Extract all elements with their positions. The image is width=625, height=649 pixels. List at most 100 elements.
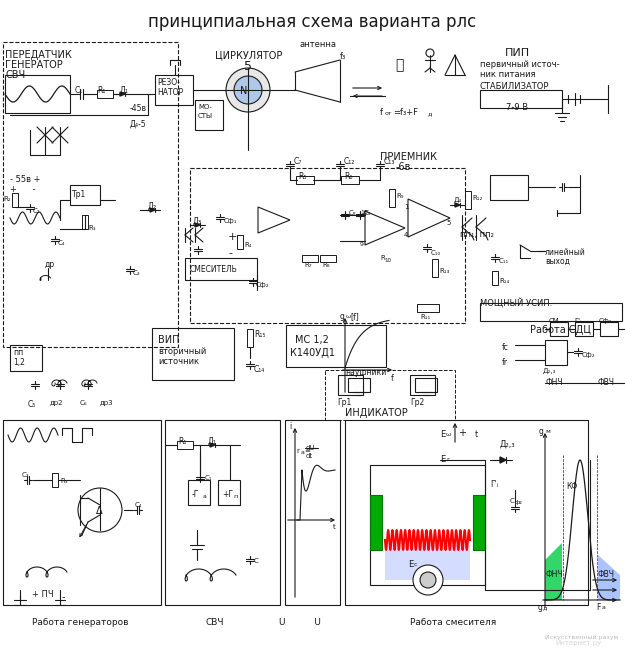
Text: f₃: f₃ — [340, 52, 346, 61]
Bar — [370, 465, 485, 585]
Text: Д₁: Д₁ — [208, 437, 217, 446]
Text: -6в: -6в — [396, 162, 411, 172]
Circle shape — [420, 572, 436, 588]
Text: ПРИЕМНИК: ПРИЕМНИК — [380, 152, 437, 162]
Bar — [286, 325, 386, 367]
Bar — [190, 168, 465, 323]
Bar — [247, 329, 253, 347]
Bar — [325, 370, 455, 420]
Bar — [12, 193, 18, 207]
Text: C₁₃: C₁₃ — [384, 157, 396, 166]
Text: ВИП: ВИП — [158, 335, 179, 345]
Text: МО-: МО- — [198, 104, 212, 110]
Text: C₅: C₅ — [28, 400, 36, 409]
Bar — [195, 100, 223, 130]
Polygon shape — [120, 92, 125, 96]
Bar — [185, 258, 257, 280]
Text: R₇: R₇ — [304, 262, 311, 268]
Text: с: с — [414, 562, 418, 567]
Text: ФВЧ: ФВЧ — [598, 378, 615, 387]
Text: =: = — [304, 448, 310, 454]
Text: +: + — [228, 232, 238, 242]
Text: R₈: R₈ — [322, 262, 329, 268]
Polygon shape — [150, 208, 155, 212]
Text: R₂: R₂ — [3, 196, 11, 202]
Bar — [165, 420, 280, 605]
Text: C₈: C₈ — [349, 210, 356, 216]
Text: Д₄: Д₄ — [454, 197, 462, 203]
Text: C₁₀: C₁₀ — [431, 250, 441, 256]
Text: Г'ᵢ: Г'ᵢ — [490, 480, 498, 489]
Polygon shape — [210, 443, 215, 447]
Bar — [70, 185, 100, 205]
Text: вторичный: вторичный — [158, 347, 206, 356]
Text: g: g — [539, 427, 544, 436]
Bar — [480, 303, 622, 321]
Text: Тр1: Тр1 — [72, 190, 86, 199]
Text: R₆: R₆ — [344, 172, 352, 181]
Text: dt: dt — [306, 453, 313, 459]
Text: U: U — [278, 618, 284, 627]
Bar — [5, 75, 70, 113]
Text: пп: пп — [13, 348, 23, 357]
Text: R₃: R₃ — [60, 478, 68, 484]
Bar — [415, 378, 437, 392]
Text: C₁₂: C₁₂ — [344, 157, 356, 166]
Bar — [97, 90, 113, 98]
Text: НАТОР: НАТОР — [157, 88, 183, 97]
Text: fr: fr — [502, 358, 508, 367]
Text: Д₂,₃: Д₂,₃ — [543, 368, 556, 374]
Text: [f]: [f] — [350, 312, 359, 321]
Text: E: E — [440, 455, 445, 464]
Text: t: t — [475, 430, 478, 439]
Text: g: g — [538, 603, 543, 612]
Bar — [188, 480, 210, 505]
Text: ИНДИКАТОР: ИНДИКАТОР — [345, 408, 408, 418]
Bar — [473, 495, 485, 550]
Text: + ПЧ: + ПЧ — [32, 590, 54, 599]
Text: C₁: C₁ — [75, 86, 83, 95]
Text: R₁₂: R₁₂ — [472, 195, 482, 201]
Text: C₉: C₉ — [364, 210, 371, 216]
Text: g: g — [340, 312, 345, 321]
Circle shape — [426, 49, 434, 57]
Polygon shape — [365, 211, 405, 245]
Text: 9: 9 — [360, 242, 364, 247]
Text: СВЧ: СВЧ — [5, 70, 25, 80]
Bar — [550, 322, 568, 336]
Circle shape — [226, 68, 270, 112]
Text: ф₂: ф₂ — [515, 500, 523, 505]
Text: 1: 1 — [404, 204, 409, 210]
Bar — [490, 175, 528, 200]
Bar — [600, 322, 618, 336]
Text: -: - — [62, 592, 66, 602]
Bar — [155, 75, 193, 105]
Bar — [345, 420, 588, 605]
Text: -Г: -Г — [192, 490, 199, 499]
Text: СВЧ: СВЧ — [205, 618, 224, 627]
Text: E: E — [440, 430, 445, 439]
Text: t: t — [333, 524, 336, 530]
Bar — [218, 480, 240, 505]
Polygon shape — [500, 457, 506, 463]
Text: U: U — [300, 618, 321, 627]
Bar — [177, 441, 193, 449]
Bar — [3, 420, 161, 605]
Bar — [545, 340, 567, 365]
Text: C₄: C₄ — [135, 502, 142, 508]
Text: СТЫ: СТЫ — [198, 113, 213, 119]
Text: 10: 10 — [384, 258, 391, 263]
Text: ФНЧ: ФНЧ — [545, 378, 562, 387]
Text: Сф₂: Сф₂ — [256, 282, 269, 288]
Bar — [338, 375, 363, 395]
Text: Д₃: Д₃ — [193, 217, 202, 226]
Text: МС 1,2: МС 1,2 — [295, 335, 329, 345]
Text: -: - — [228, 248, 232, 258]
Bar — [575, 322, 593, 336]
Text: д: д — [543, 605, 548, 610]
Text: Гр1: Гр1 — [337, 398, 351, 407]
Text: РЕЗО-: РЕЗО- — [157, 78, 180, 87]
Bar — [465, 191, 471, 209]
Text: Работа СДЦ: Работа СДЦ — [530, 325, 591, 335]
Text: R₁: R₁ — [178, 437, 186, 446]
